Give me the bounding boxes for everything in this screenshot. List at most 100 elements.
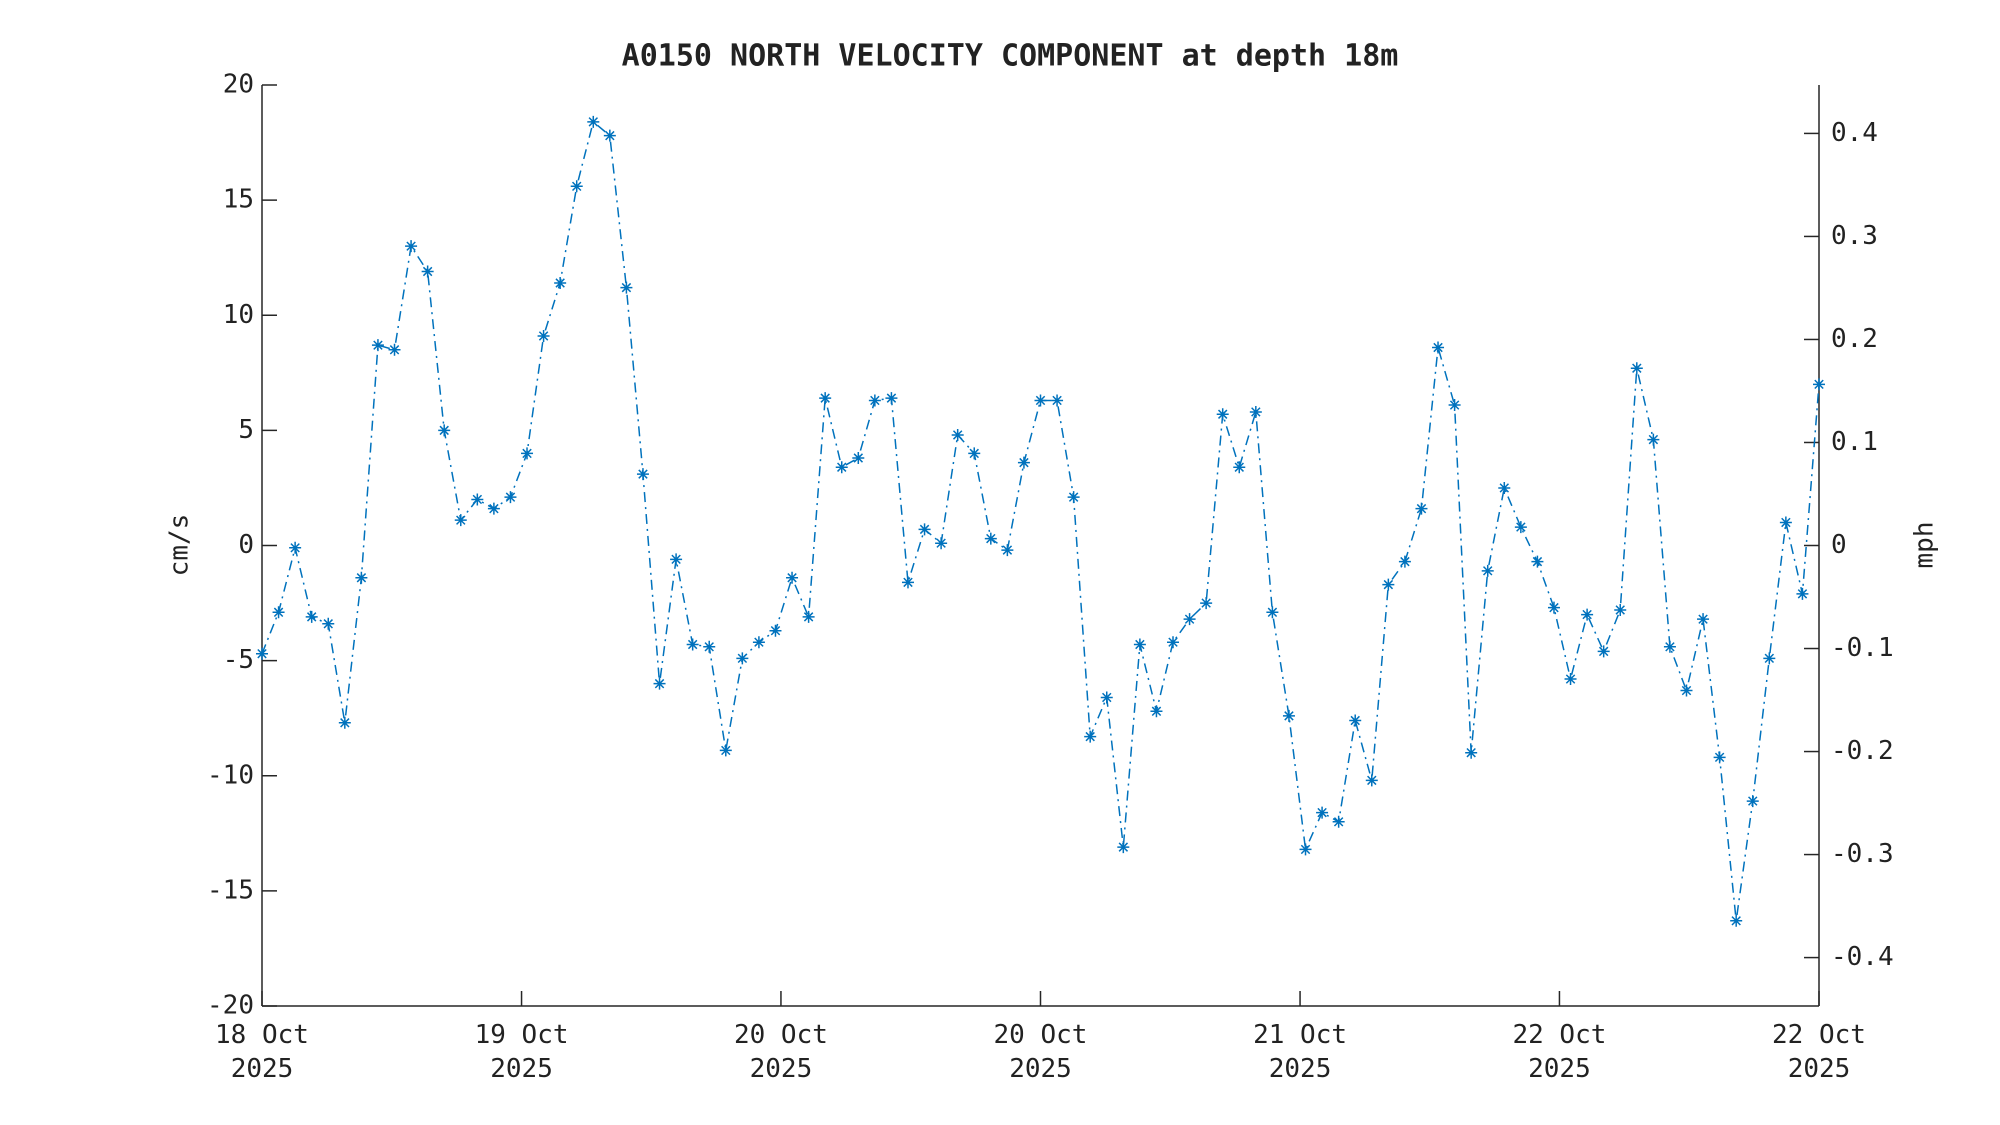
y-tick-label: -5 (223, 645, 254, 675)
y2-tick-label: -0.1 (1831, 633, 1894, 663)
data-point (1266, 606, 1279, 619)
y-tick-label: 10 (223, 300, 254, 330)
data-point (1167, 636, 1180, 649)
data-point (1216, 408, 1229, 421)
data-point (1581, 608, 1594, 621)
data-point (835, 461, 848, 474)
data-point (1233, 461, 1246, 474)
x-tick-label: 22 Oct 2025 (1772, 1020, 1866, 1084)
data-point (686, 638, 699, 651)
data-point (1465, 746, 1478, 759)
data-point (1067, 491, 1080, 504)
data-point (1133, 638, 1146, 651)
data-point (1415, 502, 1428, 515)
data-point (1813, 378, 1825, 391)
data-point (1084, 730, 1097, 743)
data-point (1614, 603, 1627, 616)
data-point (802, 610, 815, 623)
data-point (1713, 751, 1726, 764)
data-point (554, 277, 567, 290)
data-point (968, 447, 981, 460)
data-point (819, 392, 832, 405)
data-point (1498, 481, 1511, 494)
data-point (1382, 578, 1395, 591)
data-point (603, 129, 616, 142)
data-point (786, 571, 799, 584)
data-point (1746, 795, 1759, 808)
data-point (1763, 652, 1776, 665)
data-point (1249, 405, 1262, 418)
x-tick-label: 19 Oct 2025 (474, 1020, 569, 1084)
data-point (1349, 714, 1362, 727)
data-line (261, 120, 1820, 921)
data-point (405, 240, 418, 253)
data-point (1017, 456, 1030, 469)
y-tick-label: 15 (223, 185, 254, 215)
data-point (438, 424, 451, 437)
data-point (885, 392, 898, 405)
data-point (951, 428, 964, 441)
data-point (1100, 691, 1113, 704)
data-point (1316, 806, 1329, 819)
data-point (1796, 587, 1809, 600)
data-point (1299, 843, 1312, 856)
data-point (703, 640, 716, 653)
data-point (620, 281, 633, 294)
data-point (1365, 774, 1378, 787)
data-point (719, 744, 732, 757)
data-point (935, 537, 948, 550)
data-point (1034, 394, 1047, 407)
data-point (1597, 645, 1610, 658)
data-point (272, 606, 285, 619)
data-point (1332, 815, 1345, 828)
y2-tick-label: 0.1 (1831, 427, 1878, 457)
x-tick-label: 21 Oct 2025 (1253, 1020, 1347, 1084)
data-point (537, 329, 550, 342)
data-point (521, 447, 534, 460)
y-tick-label: 0 (238, 530, 254, 560)
data-point (670, 553, 683, 566)
data-point (570, 180, 583, 193)
data-point (736, 652, 749, 665)
y2-axis-label: mph (1910, 522, 1940, 569)
data-point (1448, 399, 1461, 412)
data-point (587, 115, 600, 128)
data-point (769, 624, 782, 637)
data-point (371, 339, 384, 352)
data-point (1531, 555, 1544, 568)
data-point (918, 523, 931, 536)
y2-tick-label: -0.3 (1831, 839, 1894, 869)
data-point (1117, 841, 1130, 854)
data-point (901, 576, 914, 589)
data-point (355, 571, 368, 584)
data-point (1183, 613, 1196, 626)
data-point (487, 502, 500, 515)
y2-tick-label: -0.2 (1831, 736, 1894, 766)
y2-tick-label: 0.2 (1831, 324, 1878, 354)
data-point (868, 394, 881, 407)
data-point (1150, 705, 1163, 718)
y2-tick-label: -0.4 (1831, 942, 1894, 972)
data-point (454, 514, 467, 527)
data-point (1282, 709, 1295, 722)
data-point (256, 647, 268, 660)
data-point (752, 636, 765, 649)
data-point (421, 265, 434, 278)
x-tick-label: 22 Oct 2025 (1512, 1020, 1607, 1084)
data-point (1779, 516, 1792, 529)
x-tick-label: 20 Oct 2025 (993, 1020, 1088, 1084)
data-point (1432, 341, 1445, 354)
data-point (338, 716, 351, 729)
data-point (1647, 433, 1660, 446)
chart-title: A0150 NORTH VELOCITY COMPONENT at depth … (622, 39, 1399, 74)
y2-tick-label: 0.4 (1831, 118, 1878, 148)
x-tick-label: 20 Oct 2025 (733, 1020, 828, 1084)
y-axis-label: cm/s (165, 514, 195, 577)
data-point (305, 610, 318, 623)
data-point (1001, 544, 1014, 557)
data-point (1564, 673, 1577, 686)
data-point (852, 452, 865, 465)
data-point (1697, 613, 1710, 626)
data-point (1398, 555, 1411, 568)
